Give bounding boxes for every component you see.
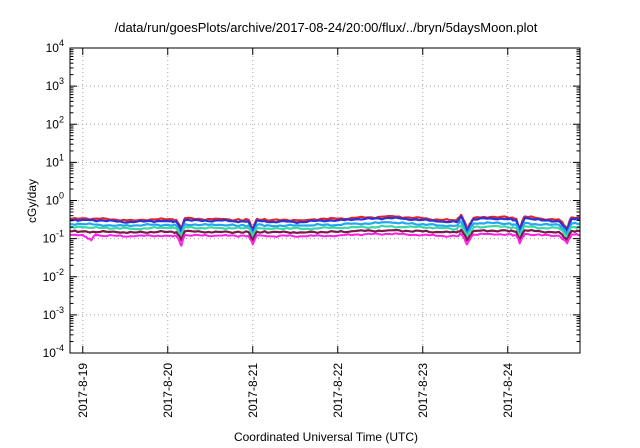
y-axis-label: cGy/day [25,179,39,223]
series-line-3 [69,220,581,237]
series-line-5 [69,228,581,242]
x-tick-label: 2017-8-22 [331,363,345,418]
series-layer [69,213,581,247]
x-tick-label: 2017-8-24 [501,363,515,418]
x-tick-label: 2017-8-20 [161,363,175,418]
series-line-6 [69,232,581,247]
y-axis: 10-4 10-3 10-2 10-1 100 101 102 103 104 [43,38,580,360]
y-tick-label: 10-4 [43,343,64,360]
x-tick-label: 2017-8-23 [416,363,430,418]
chart-title: /data/run/goesPlots/archive/2017-08-24/2… [115,20,538,35]
y-tick-label: 104 [46,38,64,55]
x-tick-label: 2017-8-21 [246,363,260,418]
grid [70,48,580,353]
y-tick-label: 101 [46,152,64,169]
x-axis-label: Coordinated Universal Time (UTC) [234,430,418,444]
y-tick-label: 10-3 [43,305,64,322]
x-axis: 2017-8-19 2017-8-20 2017-8-21 2017-8-22 2017… [76,48,515,418]
y-tick-label: 102 [46,114,64,131]
y-tick-label: 10-1 [43,229,64,246]
series-line-4 [69,224,581,239]
y-tick-label: 103 [46,76,64,93]
y-tick-label: 10-2 [43,267,64,284]
series-line-2 [69,215,581,234]
y-tick-label: 100 [46,191,64,208]
x-tick-label: 2017-8-19 [76,363,90,418]
